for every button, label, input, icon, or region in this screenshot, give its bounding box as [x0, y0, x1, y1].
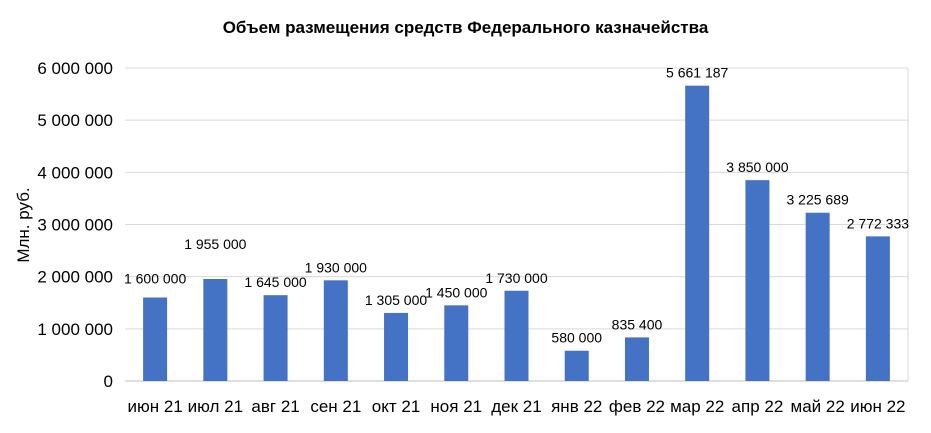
y-tick-label: 3 000 000 [37, 216, 113, 235]
data-label: 580 000 [551, 330, 602, 346]
bar [444, 305, 469, 381]
data-label: 3 850 000 [726, 159, 788, 175]
bar [564, 350, 589, 381]
x-tick-label: фев 22 [609, 397, 665, 416]
y-tick-label: 0 [104, 372, 113, 391]
bar [685, 85, 710, 381]
x-tick-label: ноя 21 [430, 397, 482, 416]
data-label: 1 955 000 [184, 236, 246, 252]
data-label: 1 645 000 [244, 274, 306, 290]
x-tick-label: май 22 [791, 397, 845, 416]
bar [865, 236, 890, 381]
x-tick-label: сен 21 [310, 397, 361, 416]
bar [384, 312, 409, 381]
bar [143, 297, 168, 381]
data-label: 1 600 000 [124, 271, 186, 287]
x-tick-label: окт 21 [372, 397, 421, 416]
x-tick-label: дек 21 [491, 397, 541, 416]
bar [805, 212, 830, 381]
y-tick-label: 5 000 000 [37, 111, 113, 130]
data-label: 1 450 000 [425, 284, 487, 300]
data-label: 5 661 187 [666, 65, 728, 81]
bar [203, 279, 228, 381]
data-label: 1 730 000 [485, 270, 547, 286]
y-tick-label: 2 000 000 [37, 268, 113, 287]
x-tick-label: апр 22 [732, 397, 784, 416]
x-tick-label: июн 21 [127, 397, 182, 416]
bar [323, 280, 348, 381]
y-tick-label: 1 000 000 [37, 320, 113, 339]
data-label: 1 930 000 [305, 259, 367, 275]
x-tick-label: янв 22 [551, 397, 602, 416]
y-tick-label: 4 000 000 [37, 163, 113, 182]
chart-title: Объем размещения средств Федерального ка… [222, 18, 709, 37]
bar [263, 295, 288, 381]
bar [624, 337, 649, 381]
x-tick-label: мар 22 [670, 397, 724, 416]
y-tick-label: 6 000 000 [37, 59, 113, 78]
x-tick-label: июн 22 [850, 397, 905, 416]
data-label: 1 305 000 [365, 292, 427, 308]
data-label: 835 400 [612, 316, 663, 332]
data-label: 3 225 689 [787, 192, 849, 208]
bar [745, 180, 770, 381]
data-label: 2 772 333 [847, 215, 909, 231]
x-tick-label: авг 21 [251, 397, 299, 416]
x-tick-label: июл 21 [188, 397, 243, 416]
bar [504, 290, 529, 381]
